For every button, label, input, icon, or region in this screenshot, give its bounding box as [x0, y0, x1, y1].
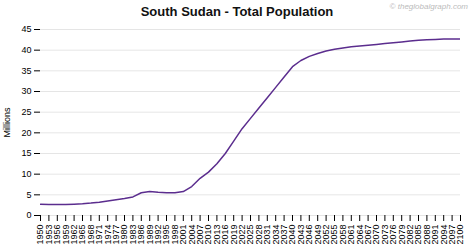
svg-text:1995: 1995: [161, 224, 172, 245]
svg-text:2070: 2070: [371, 224, 382, 245]
svg-text:2100: 2100: [455, 225, 465, 245]
svg-text:2007: 2007: [195, 224, 205, 245]
svg-text:2001: 2001: [178, 224, 189, 245]
svg-text:1953: 1953: [43, 224, 54, 245]
svg-text:1962: 1962: [69, 224, 79, 245]
svg-text:2034: 2034: [270, 224, 281, 245]
svg-text:1974: 1974: [102, 224, 113, 245]
svg-text:2067: 2067: [363, 224, 373, 245]
svg-text:2052: 2052: [321, 224, 331, 245]
svg-text:2076: 2076: [388, 224, 399, 245]
svg-text:2079: 2079: [396, 224, 407, 245]
html-text:South Sudan - Total Population: South Sudan - Total Population: [140, 4, 334, 19]
svg-text:15: 15: [21, 148, 31, 158]
svg-text:10: 10: [21, 169, 31, 179]
svg-text:2049: 2049: [312, 224, 323, 245]
svg-text:2088: 2088: [421, 224, 432, 245]
svg-text:1998: 1998: [169, 224, 180, 245]
svg-text:2064: 2064: [354, 224, 365, 245]
svg-text:1965: 1965: [77, 224, 88, 245]
svg-text:2037: 2037: [279, 224, 289, 245]
svg-text:1989: 1989: [144, 224, 155, 245]
svg-text:1971: 1971: [94, 224, 105, 245]
svg-text:2013: 2013: [211, 224, 222, 245]
svg-text:1950: 1950: [35, 224, 46, 245]
html-text:© theglobalgraph.com: © theglobalgraph.com: [389, 2, 468, 11]
svg-text:2022: 2022: [237, 224, 247, 245]
svg-text:2097: 2097: [447, 224, 457, 245]
svg-text:2073: 2073: [379, 224, 390, 245]
svg-text:2058: 2058: [337, 224, 348, 245]
svg-text:25: 25: [21, 107, 31, 117]
svg-text:1983: 1983: [127, 224, 138, 245]
svg-text:0: 0: [26, 210, 31, 220]
svg-text:Millions: Millions: [2, 107, 12, 138]
svg-text:1977: 1977: [111, 224, 121, 245]
svg-text:1986: 1986: [136, 224, 147, 245]
svg-text:1968: 1968: [85, 224, 96, 245]
svg-text:2043: 2043: [295, 224, 306, 245]
svg-text:2016: 2016: [220, 224, 231, 245]
svg-text:30: 30: [21, 86, 31, 96]
svg-text:2046: 2046: [304, 224, 315, 245]
svg-text:2094: 2094: [438, 224, 449, 245]
svg-text:35: 35: [21, 66, 31, 76]
svg-text:2004: 2004: [186, 224, 197, 245]
svg-text:2085: 2085: [413, 224, 424, 245]
svg-text:1956: 1956: [52, 224, 63, 245]
svg-text:2019: 2019: [228, 224, 239, 245]
svg-text:2091: 2091: [430, 224, 441, 245]
svg-text:2028: 2028: [253, 224, 264, 245]
svg-text:45: 45: [21, 24, 31, 34]
svg-text:20: 20: [21, 128, 31, 138]
svg-text:2025: 2025: [245, 224, 256, 245]
svg-text:40: 40: [21, 45, 31, 55]
svg-text:2010: 2010: [203, 224, 214, 245]
svg-text:1992: 1992: [153, 224, 163, 245]
svg-text:1959: 1959: [60, 224, 71, 245]
svg-text:1980: 1980: [119, 224, 130, 245]
svg-text:2040: 2040: [287, 224, 298, 245]
svg-text:2061: 2061: [346, 224, 357, 245]
svg-text:2082: 2082: [405, 224, 415, 245]
svg-text:5: 5: [26, 190, 31, 200]
svg-text:2031: 2031: [262, 224, 273, 245]
svg-text:2055: 2055: [329, 224, 340, 245]
